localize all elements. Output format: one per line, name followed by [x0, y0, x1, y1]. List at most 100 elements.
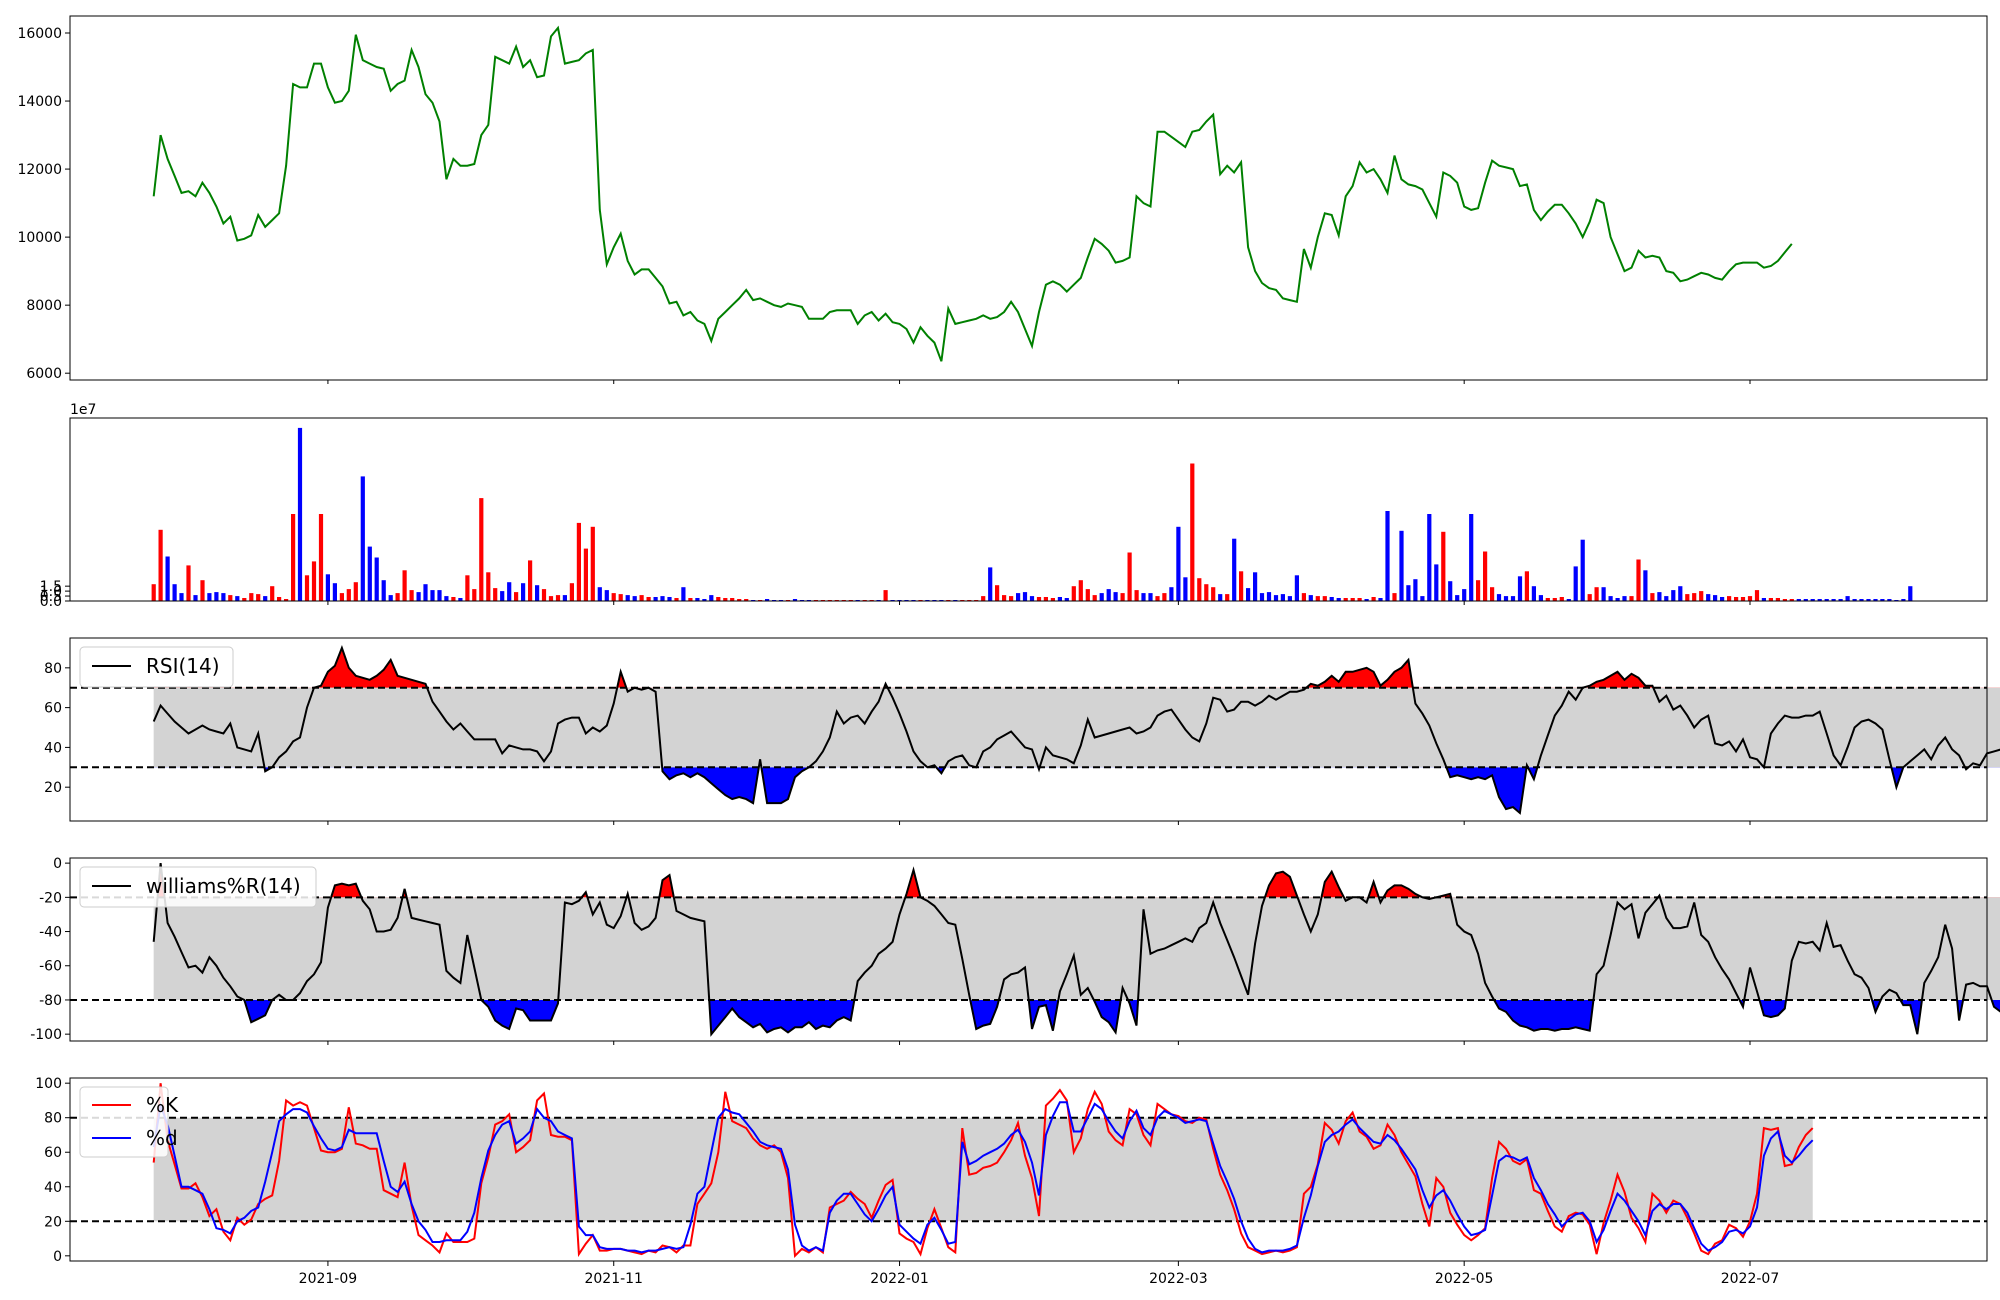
volume-bar — [1343, 598, 1348, 601]
volume-bar — [1301, 593, 1306, 601]
date-x-ticks: 2021-09 2021-11 2022-01 2022-03 2022-05 2022-… — [299, 1261, 1780, 1287]
volume-bar — [597, 587, 602, 601]
volume-bar — [235, 596, 240, 601]
volume-panel: 0.00.51.01.5 1e7 — [40, 402, 1988, 610]
volume-bar — [1517, 576, 1523, 601]
volume-bar — [1190, 463, 1195, 601]
volume-bar — [548, 596, 554, 601]
volume-bar — [1280, 594, 1285, 601]
volume-bar — [311, 561, 317, 601]
volume-bar — [674, 598, 679, 601]
volume-bar — [388, 595, 393, 601]
date-tick-label: 2022-05 — [1435, 1271, 1494, 1287]
volume-bar — [1664, 596, 1669, 601]
volume-bar — [667, 597, 672, 601]
volume-bar — [716, 597, 721, 601]
volume-y-tick-label: 1.0 — [40, 584, 62, 600]
volume-bar — [1761, 598, 1766, 601]
volume-bar — [1099, 593, 1104, 601]
volume-bar — [1615, 598, 1620, 601]
volume-scale-label: 1e7 — [70, 402, 96, 418]
volume-bar — [737, 599, 742, 601]
volume-bar — [646, 597, 651, 601]
volume-bar — [263, 596, 268, 601]
volume-bar — [604, 590, 609, 601]
volume-bar — [590, 526, 595, 601]
volume-bar — [1225, 594, 1230, 601]
williams-y-tick-label: -100 — [30, 1027, 62, 1043]
volume-bar — [423, 584, 428, 601]
volume-bar — [221, 593, 226, 601]
volume-bar — [611, 593, 616, 601]
volume-bar — [1294, 575, 1299, 601]
rsi-y-tick-label: 60 — [44, 701, 62, 717]
volume-bar — [1880, 599, 1885, 601]
volume-bar — [242, 598, 247, 601]
volume-bar — [1803, 599, 1808, 601]
volume-bar — [1371, 597, 1376, 601]
volume-bar — [1113, 592, 1118, 601]
volume-bar — [1197, 578, 1202, 601]
volume-bar — [1259, 593, 1265, 601]
stochastic-neutral-band — [153, 1117, 1813, 1222]
rsi-y-ticks: 20 40 60 80 — [44, 661, 70, 796]
volume-bar — [1483, 551, 1488, 601]
volume-bar — [151, 584, 156, 601]
volume-bar — [1239, 571, 1244, 601]
volume-bar — [1336, 598, 1341, 601]
williams-line — [152, 862, 2000, 1037]
volume-bar — [765, 599, 770, 601]
volume-bar — [535, 585, 540, 601]
volume-bar — [193, 595, 198, 601]
volume-bar — [1727, 596, 1732, 601]
volume-bar — [618, 594, 623, 601]
price-panel: 6000 8000 10000 12000 14000 16000 — [17, 15, 1988, 384]
date-tick-label: 2022-07 — [1721, 1271, 1780, 1287]
volume-bar — [507, 582, 512, 601]
volume-bar — [1127, 552, 1132, 601]
volume-bar — [1476, 580, 1481, 601]
volume-bar — [486, 572, 491, 601]
volume-y-tick-label: 0.5 — [40, 589, 62, 605]
volume-bar — [1608, 596, 1613, 601]
williams-panel: 0 -20 -40 -60 -80 -100 williams%R(14) — [30, 856, 2000, 1045]
volume-bar — [1413, 579, 1418, 601]
volume-bar — [1629, 596, 1634, 601]
volume-bar — [1057, 597, 1062, 601]
volume-bar — [1016, 593, 1021, 601]
volume-bar — [1399, 530, 1404, 601]
stochastic-y-tick-label: 80 — [44, 1111, 62, 1127]
volume-bar — [1183, 577, 1188, 601]
volume-bar — [1754, 590, 1760, 601]
volume-bar — [1071, 586, 1076, 601]
volume-bar — [1587, 594, 1592, 601]
williams-y-tick-label: -60 — [39, 959, 62, 975]
volume-bar — [465, 575, 470, 601]
volume-bar — [988, 567, 993, 601]
volume-plot-area — [151, 427, 1913, 605]
volume-bar — [653, 597, 658, 601]
volume-bar — [416, 592, 421, 601]
volume-bar — [1050, 598, 1055, 601]
rsi-legend-box — [79, 646, 234, 688]
rsi-panel: 20 40 60 80 RSI(14) — [44, 637, 2000, 825]
price-y-ticks: 6000 8000 10000 12000 14000 16000 — [17, 26, 70, 382]
volume-bar — [1901, 599, 1906, 601]
volume-bar — [1524, 571, 1529, 601]
volume-bar — [1510, 596, 1516, 601]
volume-bar — [332, 583, 337, 601]
volume-bar — [1329, 597, 1334, 601]
volume-bar — [200, 580, 205, 601]
volume-bar — [1692, 593, 1697, 601]
rsi-legend-label: RSI(14) — [146, 654, 220, 678]
volume-bar — [1531, 586, 1536, 601]
volume-bar — [1043, 597, 1048, 601]
volume-bar — [430, 590, 435, 601]
volume-bar — [444, 596, 449, 601]
rsi-y-tick-label: 20 — [44, 780, 62, 796]
volume-bar — [883, 590, 888, 601]
volume-bar — [1357, 598, 1362, 601]
volume-bar — [1580, 539, 1585, 601]
volume-bar — [451, 597, 456, 601]
volume-bar — [1740, 597, 1746, 601]
